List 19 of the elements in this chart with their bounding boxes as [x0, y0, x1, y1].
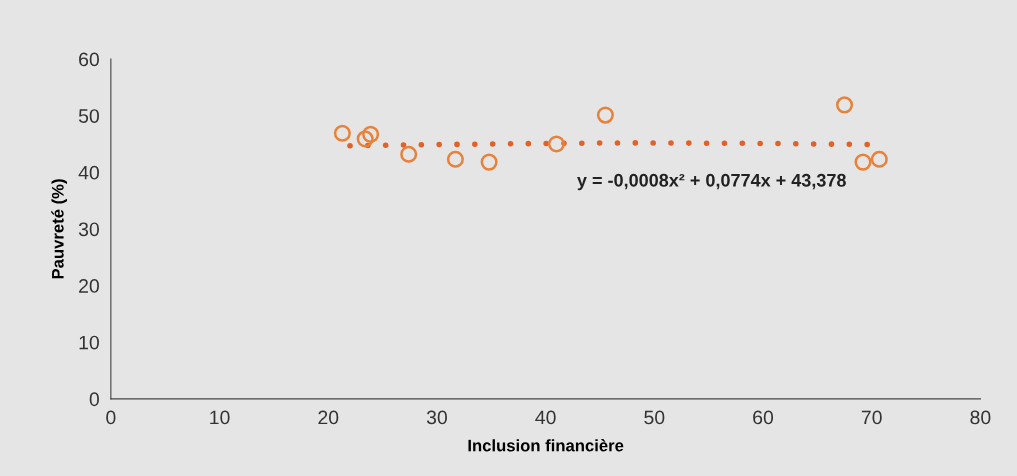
- x-tick-label: 10: [210, 410, 230, 425]
- y-tick-label: 30: [78, 222, 99, 237]
- y-tick-label: 40: [78, 165, 99, 180]
- x-tick-label: 70: [861, 410, 882, 425]
- y-tick-label: 0: [89, 392, 99, 407]
- y-tick-label: 10: [79, 335, 99, 350]
- x-tick-label: 0: [106, 410, 116, 425]
- x-tick-label: 50: [644, 410, 665, 425]
- y-tick-label: 60: [79, 52, 99, 67]
- y-tick-label: 20: [79, 279, 99, 293]
- x-tick-label: 80: [970, 410, 991, 425]
- x-tick-label: 40: [535, 410, 556, 425]
- annotation: y = -0,0008x² + 0,0774x + 43,378: [577, 173, 846, 191]
- y-axis-title: Pauvreté (%): [51, 179, 67, 279]
- x-tick-label: 20: [318, 410, 339, 425]
- x-tick-label: 30: [426, 410, 447, 425]
- x-tick-label: 60: [753, 410, 774, 425]
- x-axis-title: Inclusion financière: [468, 439, 624, 452]
- y-tick-label: 50: [78, 109, 99, 123]
